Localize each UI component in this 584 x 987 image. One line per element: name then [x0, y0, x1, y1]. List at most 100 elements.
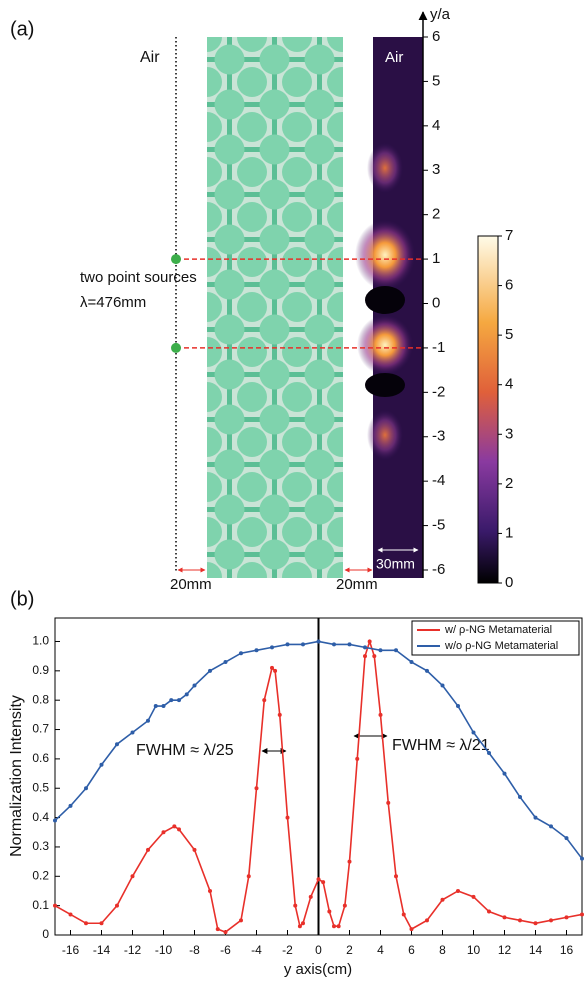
y-tick-label: -1 [432, 339, 445, 356]
data-point [564, 915, 569, 920]
x-tick-label: -2 [282, 943, 293, 957]
data-point [53, 903, 57, 908]
data-point [471, 730, 476, 735]
data-point [254, 648, 259, 653]
y-tick-label: 0.2 [32, 868, 49, 882]
data-point [471, 894, 476, 899]
data-point [549, 918, 553, 923]
y-tick-label: 0 [432, 294, 440, 311]
data-point [363, 645, 367, 650]
data-point [68, 803, 73, 808]
data-point [487, 751, 491, 756]
data-point [208, 888, 212, 893]
colorbar-tick-label: 1 [505, 524, 513, 541]
colorbar-tick-label: 6 [505, 277, 513, 294]
x-tick-label: 0 [315, 943, 322, 957]
data-point [372, 654, 377, 659]
data-point [169, 698, 174, 703]
y-tick-label: 0.4 [32, 810, 49, 824]
data-point [208, 668, 212, 673]
data-point [308, 894, 313, 899]
data-point [177, 827, 181, 832]
data-point [347, 642, 352, 647]
data-point [297, 924, 302, 929]
data-point [293, 903, 298, 908]
data-point [277, 712, 282, 717]
data-point [332, 642, 336, 647]
y-axis-title: Normalization Intensity [8, 695, 25, 857]
x-tick-label: 16 [560, 943, 574, 957]
y-tick-label: -6 [432, 561, 445, 578]
data-point [172, 824, 177, 829]
x-tick-label: -10 [155, 943, 173, 957]
data-point [316, 877, 321, 882]
colorbar-tick-label: 5 [505, 326, 513, 343]
series-line [54, 640, 583, 860]
x-tick-label: 4 [377, 943, 384, 957]
x-tick-label: -4 [251, 943, 262, 957]
panel-label: (a) [10, 18, 34, 40]
point-source [171, 254, 181, 265]
data-point [161, 830, 166, 835]
y-tick-label: 1 [432, 250, 440, 267]
data-point [347, 859, 352, 864]
colorbar-tick-label: 7 [505, 227, 513, 244]
data-point [332, 924, 336, 929]
data-point [223, 660, 228, 665]
data-point [401, 912, 406, 917]
x-tick-label: -12 [124, 943, 142, 957]
data-point [394, 874, 398, 879]
colorbar [477, 235, 499, 584]
data-point [246, 874, 251, 879]
data-point [487, 909, 491, 914]
data-point [192, 683, 197, 688]
data-point [84, 921, 88, 926]
data-point [342, 903, 347, 908]
y-tick-label: 3 [432, 161, 440, 178]
data-point [146, 847, 150, 852]
data-point [68, 912, 73, 917]
y-tick-label: -2 [432, 383, 445, 400]
data-point [355, 756, 360, 761]
air-label: Air [140, 49, 160, 66]
data-point [456, 888, 460, 893]
data-point [270, 665, 274, 670]
data-point [223, 930, 228, 935]
y-tick-label: 0 [42, 927, 49, 941]
gap-label: 20mm [170, 576, 212, 593]
y-tick-label: -4 [432, 472, 445, 489]
data-point [564, 836, 569, 841]
legend-label: w/o ρ-NG Metamaterial [444, 640, 558, 652]
data-point [502, 915, 507, 920]
data-point [184, 692, 189, 697]
y-tick-label: 0.5 [32, 780, 49, 794]
data-point [153, 704, 158, 709]
x-tick-label: -6 [220, 943, 231, 957]
y-tick-label: 6 [432, 28, 440, 45]
data-point [321, 880, 326, 885]
data-point [99, 921, 104, 926]
data-point [130, 730, 135, 735]
data-point [533, 921, 538, 926]
data-point [425, 918, 429, 923]
y-tick-label: 4 [432, 117, 440, 134]
x-tick-label: -14 [93, 943, 111, 957]
sources-text: two point sources [80, 269, 197, 286]
annotation: FWHM ≈ λ/21 [392, 737, 490, 754]
data-point [518, 918, 522, 923]
data-point [327, 909, 332, 914]
legend-box [411, 620, 580, 656]
y-tick-label: -3 [432, 428, 445, 445]
data-point [215, 927, 220, 932]
x-tick-label: 2 [346, 943, 353, 957]
data-point [192, 847, 197, 852]
data-point [580, 912, 584, 917]
data-point [285, 815, 290, 820]
data-point [549, 824, 553, 829]
data-point [130, 874, 135, 879]
y-tick-label: 2 [432, 206, 440, 223]
data-point [301, 642, 305, 647]
data-point [301, 921, 305, 926]
data-point [378, 712, 383, 717]
